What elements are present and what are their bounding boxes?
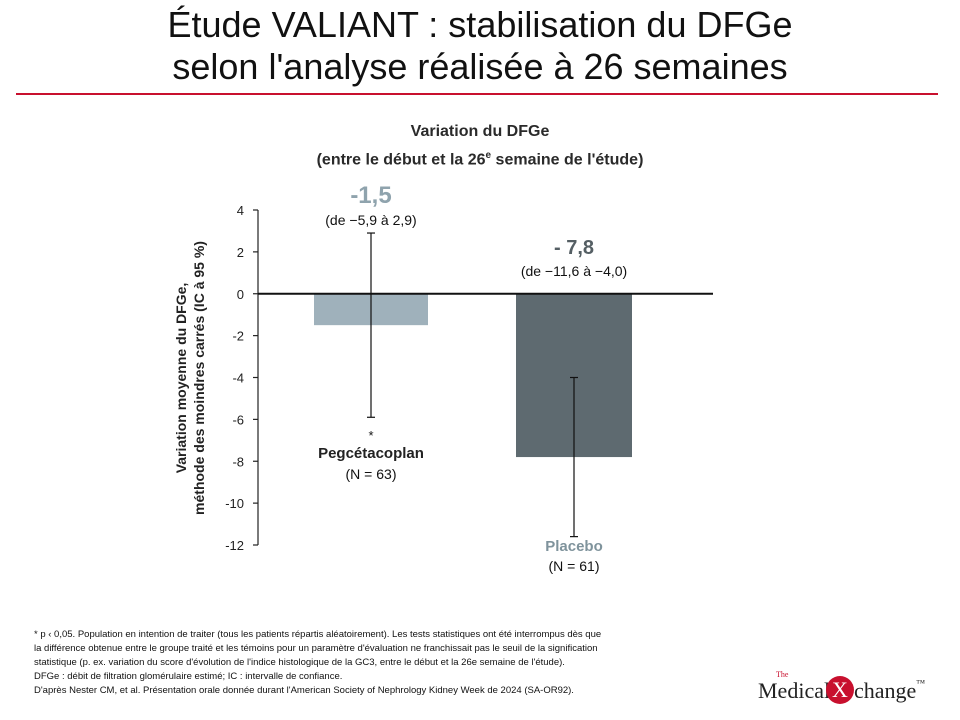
data-label-placebo: - 7,8 (554, 237, 594, 259)
y-tick-label: 2 (237, 245, 244, 260)
medical-xchange-logo: The Medical X change™ (758, 670, 938, 708)
logo-x-badge: X (826, 676, 854, 704)
y-tick-label: -10 (225, 496, 244, 511)
title-divider (16, 93, 938, 95)
chart-title-line-1: Variation du DFGe (410, 123, 550, 140)
logo-word-change: change™ (854, 678, 926, 703)
y-tick-label: -6 (232, 412, 244, 427)
y-tick-label: -4 (232, 371, 244, 386)
y-tick-label: 0 (237, 287, 244, 302)
category-label-pegcetacoplan: Pegcétacoplan (318, 445, 424, 462)
n-label-placebo: (N = 61) (549, 558, 600, 574)
ci-label-pegcetacoplan: (de −5,9 à 2,9) (325, 212, 416, 228)
footnote-line-5: D'après Nester CM, et al. Présentation o… (34, 685, 574, 696)
chart-title-line-2: (entre le début et la 26e semaine de l'é… (316, 150, 644, 169)
y-tick-label: -2 (232, 329, 244, 344)
logo-word-medical: Medical (758, 678, 831, 703)
y-tick-label: 4 (237, 203, 244, 218)
category-label-placebo: Placebo (545, 538, 603, 555)
y-tick-label: -8 (232, 454, 244, 469)
chart-title: Variation du DFGe (entre le début et la … (280, 120, 680, 172)
page-title-line-2: selon l'analyse réalisée à 26 semaines (172, 46, 788, 87)
y-axis-label-line-1: Variation moyenne du DFGe, (173, 283, 189, 474)
page-title: Étude VALIANT : stabilisation du DFGe se… (0, 4, 960, 88)
y-axis-label-line-2: méthode des moindres carrés (IC à 95 %) (191, 241, 207, 515)
y-tick-label: -12 (225, 538, 244, 553)
footnote-line-1: * p ‹ 0,05. Population en intention de t… (34, 629, 602, 640)
footnote-line-4: DFGe : débit de filtration glomérulaire … (34, 671, 343, 682)
data-label-pegcetacoplan: -1,5 (350, 182, 391, 209)
footnotes: * p ‹ 0,05. Population en intention de t… (34, 628, 674, 698)
page-title-line-1: Étude VALIANT : stabilisation du DFGe (167, 4, 793, 45)
logo-the: The (776, 670, 789, 679)
ci-label-placebo: (de −11,6 à −4,0) (521, 263, 627, 279)
footnote-line-3: statistique (p. ex. variation du score d… (34, 657, 565, 668)
n-label-pegcetacoplan: (N = 63) (346, 466, 397, 482)
significance-marker: * (368, 428, 373, 443)
footnote-line-2: la différence obtenue entre le groupe tr… (34, 643, 598, 654)
